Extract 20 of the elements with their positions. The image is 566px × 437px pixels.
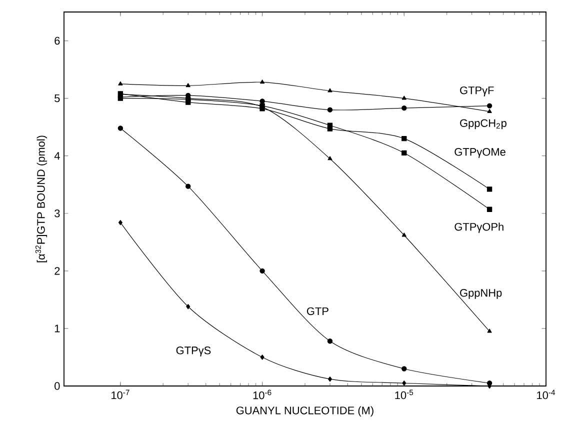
series-label: GTPγS <box>176 346 211 356</box>
series-label: GppNHp <box>460 288 502 299</box>
series-label: GppCH$_{2}$p <box>460 119 506 130</box>
y-tick-label: 5 <box>54 94 60 102</box>
x-tick-label: 10$^{-6}$ <box>253 390 272 400</box>
y-tick-label: 2 <box>54 267 60 275</box>
x-tick-label: 10$^{-7}$ <box>112 390 130 400</box>
x-tick-label: 10$^{-4}$ <box>537 390 556 400</box>
y-tick-label: 0 <box>54 382 60 390</box>
x-axis-title: GUANYL NUCLEOTIDE (M) <box>236 406 374 416</box>
y-tick-label: 4 <box>54 152 60 160</box>
y-tick-label: 1 <box>54 324 60 332</box>
series-label: GTPγOPh <box>454 222 504 233</box>
series-label: GTPγOMe <box>454 148 506 158</box>
series-label: GTP <box>306 307 328 316</box>
y-tick-label: 6 <box>54 36 60 45</box>
x-tick-label: 10$^{-5}$ <box>395 390 414 400</box>
y-axis-title: [α$^{32}$P]GTP BOUND (pmol) <box>35 136 48 262</box>
y-tick-label: 3 <box>54 210 60 218</box>
series-label: GTPγF <box>460 86 494 96</box>
